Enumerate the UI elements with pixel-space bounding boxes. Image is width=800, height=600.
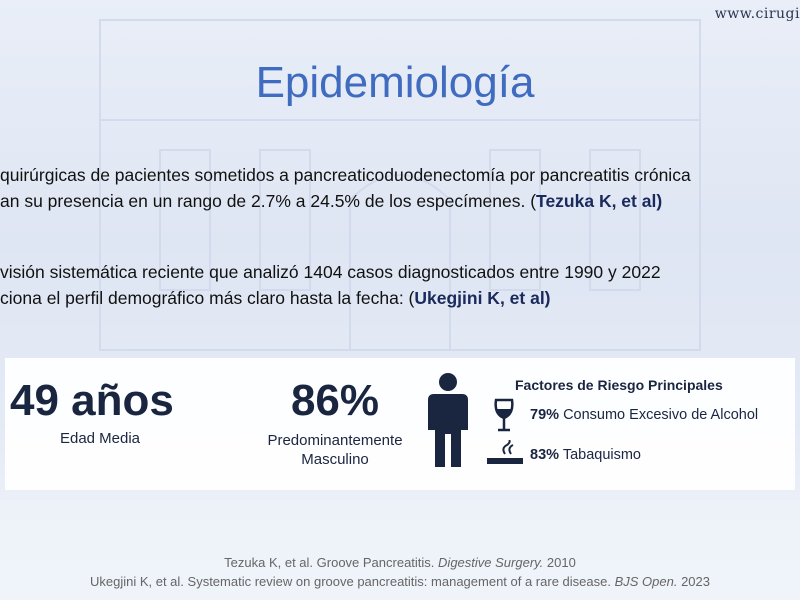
risk-label: Tabaquismo [562, 447, 641, 463]
stat-value: 86% [290, 376, 380, 425]
wine-icon [494, 398, 514, 432]
stat-value: 49 años [10, 376, 174, 425]
ref-year: 2010 [543, 555, 576, 570]
ref-year: 2023 [677, 574, 710, 589]
reference: Tezuka K, et al. Groove Pancreatitis. Di… [0, 555, 800, 570]
paragraph: quirúrgicas de pacientes sometidos a pan… [0, 162, 691, 214]
citation: Tezuka K, et al) [536, 191, 663, 211]
reference: Ukegjini K, et al. Systematic review on … [0, 574, 800, 589]
site-url: www.cirugi [714, 6, 800, 22]
ref-journal: Digestive Surgery. [438, 555, 544, 570]
risk-item: 79% Consumo Excesivo de Alcohol [530, 407, 758, 423]
ref-journal: BJS Open. [614, 574, 678, 589]
text: quirúrgicas de pacientes sometidos a pan… [0, 165, 691, 185]
ref-text: Tezuka K, et al. Groove Pancreatitis. [224, 555, 439, 570]
risk-value: 83% [530, 447, 560, 463]
risk-item: 83% Tabaquismo [530, 447, 641, 463]
text-line: ciona el perfil demográfico más claro ha… [0, 285, 661, 311]
risk-label: Consumo Excesivo de Alcohol [563, 407, 759, 423]
risk-value: 79% [530, 407, 560, 423]
text-line: an su presencia en un rango de 2.7% a 24… [0, 188, 691, 214]
text: ciona el perfil demográfico más claro ha… [0, 288, 415, 308]
person-icon [428, 373, 468, 467]
stats-panel: 49 años Edad Media 86% Predominantemente… [5, 358, 795, 490]
paragraph: visión sistemática reciente que analizó … [0, 259, 661, 311]
risk-title: Factores de Riesgo Principales [515, 377, 723, 393]
text-line: quirúrgicas de pacientes sometidos a pan… [0, 162, 691, 188]
stat-label: Predominantemente Masculino [267, 432, 403, 468]
ref-text: Ukegjini K, et al. Systematic review on … [89, 574, 615, 589]
text-line: visión sistemática reciente que analizó … [0, 259, 661, 285]
citation: Ukegjini K, et al) [414, 288, 551, 308]
stat-label: Edad Media [59, 430, 141, 447]
cigarette-icon [487, 440, 523, 464]
text: an su presencia en un rango de 2.7% a 24… [0, 191, 537, 211]
text: visión sistemática reciente que analizó … [0, 262, 661, 282]
slide-title: Epidemiología [255, 58, 535, 107]
